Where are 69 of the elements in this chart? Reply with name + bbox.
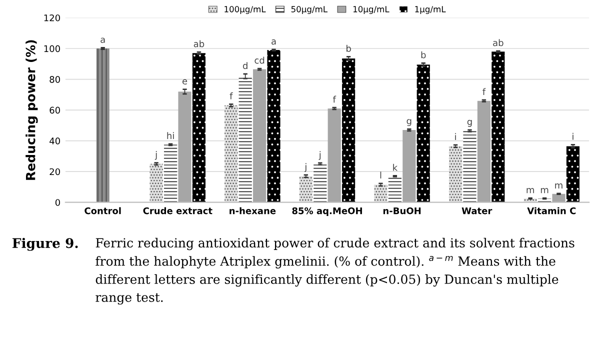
data-label: d — [242, 62, 248, 70]
bar — [299, 176, 312, 202]
data-label: f — [230, 92, 233, 100]
bar — [402, 130, 416, 202]
legend-label: 10μg/mL — [353, 6, 390, 14]
bar — [552, 194, 566, 202]
data-label: cd — [254, 56, 264, 64]
x-tick-label: Vitamin C — [527, 207, 576, 214]
bar — [374, 184, 388, 202]
data-label: a — [100, 38, 105, 43]
y-axis-title: Reducing power (%) — [26, 40, 38, 180]
y-tick-label: 40 — [50, 138, 60, 144]
data-label: f — [482, 88, 486, 95]
x-tick-label: Control — [84, 207, 121, 214]
data-label: j — [304, 163, 306, 172]
data-label: ab — [194, 40, 204, 48]
data-label: j — [154, 151, 157, 160]
data-label: f — [332, 96, 336, 103]
legend-label: 1μg/mL — [415, 6, 446, 14]
y-tick-label: 80 — [50, 76, 60, 83]
x-tick-label: n-hexane — [230, 207, 276, 214]
bar — [463, 130, 476, 202]
data-label: i — [572, 132, 574, 140]
y-tick-label: 60 — [50, 106, 60, 114]
bar — [150, 164, 163, 202]
bar — [192, 53, 206, 202]
data-label: b — [421, 51, 426, 58]
y-tick-label: 120 — [44, 14, 60, 22]
data-label: m — [555, 183, 562, 188]
bar — [314, 164, 327, 202]
data-label: k — [393, 164, 398, 171]
x-tick-label: 85% aq.MeOH — [292, 207, 362, 216]
bar — [267, 50, 280, 202]
bar — [477, 100, 490, 202]
bar — [448, 146, 462, 202]
x-tick-label: Water — [462, 207, 492, 214]
y-tick-label: 100 — [44, 45, 60, 52]
data-label: m — [540, 188, 548, 194]
data-label: b — [346, 44, 351, 52]
bar — [566, 146, 580, 202]
data-label: g — [406, 119, 412, 126]
y-tick-label: 0 — [55, 199, 60, 206]
bar — [328, 108, 341, 202]
legend-label: 50μg/mL — [291, 6, 328, 14]
caption: Figure 9. — [12, 238, 78, 251]
bar — [96, 48, 110, 202]
bar — [238, 76, 252, 202]
legend-label: 100μg/mL — [224, 6, 266, 14]
bar — [388, 176, 402, 202]
bar — [253, 69, 266, 202]
data-label: l — [380, 172, 382, 178]
data-label: ab — [493, 39, 504, 46]
data-label: e — [182, 79, 188, 84]
text: Ferric reducing antioxidant power of crude extract and its solvent fractions from the halophyte Atriplex gmelinii. (% of control). $^{a−m}$ Means with the different letters are significantly different (p<0.05) by Duncan's multiple range test. — [96, 238, 574, 305]
x-tick-label: n-BuOH — [383, 207, 421, 214]
data-label: m — [526, 188, 534, 194]
bar — [416, 64, 430, 202]
bar — [342, 58, 356, 202]
data-label: a — [272, 39, 276, 45]
x-tick-label: Crude extract — [143, 207, 212, 214]
bar — [224, 105, 238, 202]
bar — [178, 92, 192, 202]
bar — [164, 144, 178, 202]
data-label: hi — [167, 132, 174, 139]
data-label: j — [318, 151, 321, 160]
data-label: i — [455, 133, 456, 140]
y-tick-label: 20 — [50, 168, 60, 176]
data-label: g — [467, 120, 472, 127]
bar — [492, 52, 505, 202]
